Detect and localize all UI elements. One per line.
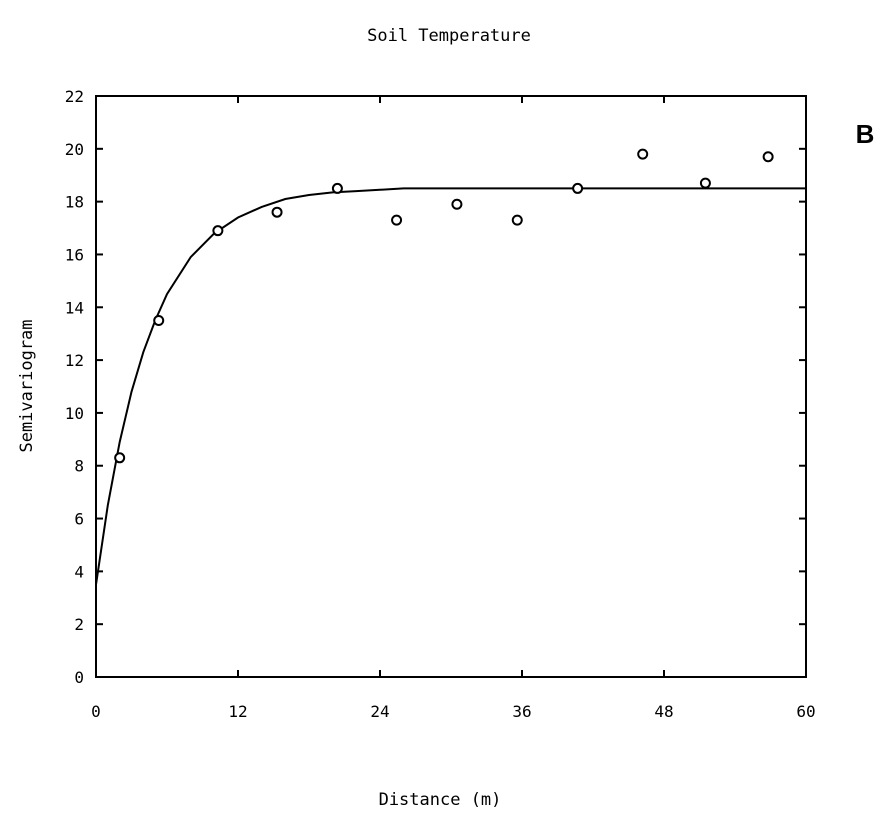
plot-frame [95,95,807,678]
chart-title: Soil Temperature [367,26,531,46]
data-point [572,182,584,194]
x-tick-label: 12 [228,702,247,721]
x-axis-label: Distance (m) [379,790,502,810]
y-axis: 0 2 4 6 8 10 12 14 16 18 20 22 [65,87,806,687]
y-tick-label: 14 [65,298,84,317]
x-tick-label: 0 [91,702,101,721]
data-points-layer [114,148,774,464]
data-point [391,214,403,226]
data-point [451,198,463,210]
y-tick-label: 10 [65,404,84,423]
x-tick-label: 48 [654,702,673,721]
data-point [271,206,283,218]
data-point [114,452,126,464]
y-tick-label: 12 [65,351,84,370]
y-tick-label: 16 [65,245,84,264]
y-tick-label: 22 [65,87,84,106]
fitted-curve [95,187,806,585]
data-point [331,182,343,194]
y-tick-label: 2 [74,615,84,634]
y-tick-label: 18 [65,193,84,212]
data-point [699,177,711,189]
x-tick-label: 36 [512,702,531,721]
x-tick-label: 60 [796,702,815,721]
panel-label: B [856,119,875,149]
y-axis-label: Semivariogram [17,319,37,452]
y-tick-label: 6 [74,510,84,529]
data-point [762,151,774,163]
data-point [153,314,165,326]
y-tick-label: 0 [74,668,84,687]
y-tick-label: 4 [74,562,84,581]
data-point [212,225,224,237]
fitted-curve-layer [95,187,806,585]
y-tick-label: 20 [65,140,84,159]
x-axis: 0 12 24 36 48 60 [91,96,816,721]
data-point [511,214,523,226]
data-point [637,148,649,160]
x-tick-label: 24 [370,702,389,721]
y-tick-label: 8 [74,457,84,476]
